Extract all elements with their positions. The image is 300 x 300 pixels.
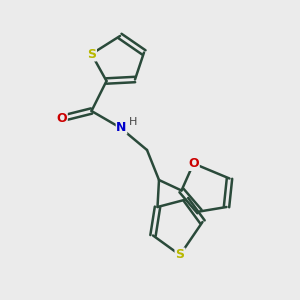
Text: N: N — [116, 121, 127, 134]
Text: S: S — [176, 248, 184, 262]
Text: H: H — [128, 117, 137, 127]
Text: O: O — [188, 157, 199, 170]
Text: O: O — [56, 112, 67, 125]
Text: S: S — [87, 47, 96, 61]
